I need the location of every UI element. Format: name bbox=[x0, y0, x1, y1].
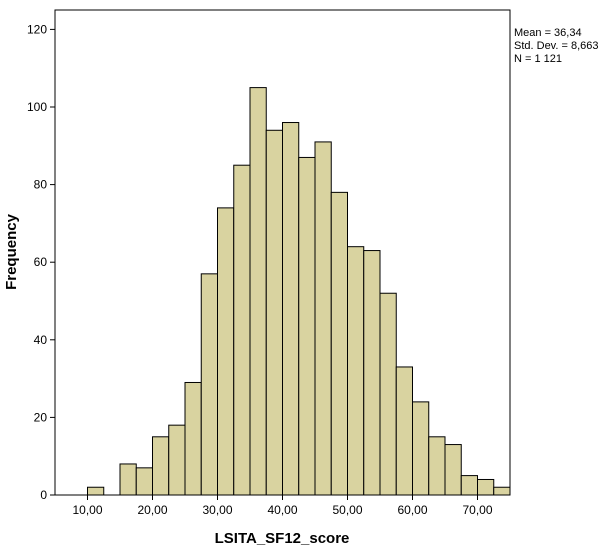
histogram-bar-4 bbox=[168, 424, 186, 496]
x-tick-label-3: 40,00 bbox=[267, 503, 297, 517]
stats-n: N = 1 121 bbox=[514, 53, 562, 65]
y-tick-label-0: 0 bbox=[40, 488, 47, 502]
y-tick-label-3: 60 bbox=[34, 255, 48, 269]
histogram-bar-6 bbox=[200, 273, 218, 496]
y-axis-title: Frequency bbox=[3, 213, 20, 290]
histogram-bar-0 bbox=[87, 486, 105, 496]
x-tick-label-2: 30,00 bbox=[202, 503, 232, 517]
x-tick-label-0: 10,00 bbox=[72, 503, 102, 517]
y-tick-label-6: 120 bbox=[27, 22, 47, 36]
y-tick-label-5: 100 bbox=[27, 100, 47, 114]
y-tick-label-4: 80 bbox=[34, 178, 48, 192]
histogram-bar-9 bbox=[249, 87, 267, 496]
histogram-bar-2 bbox=[135, 467, 153, 496]
histogram-bar-14 bbox=[330, 191, 348, 496]
histogram-bar-17 bbox=[379, 292, 397, 496]
histogram-bar-7 bbox=[217, 207, 235, 496]
x-tick-label-6: 70,00 bbox=[462, 503, 492, 517]
histogram-bar-11 bbox=[282, 122, 300, 496]
y-tick-label-2: 40 bbox=[34, 333, 48, 347]
histogram-bar-18 bbox=[395, 366, 413, 496]
histogram-bar-20 bbox=[428, 436, 446, 496]
histogram-bar-1 bbox=[119, 463, 137, 496]
stats-std-dev: Std. Dev. = 8,663 bbox=[514, 40, 599, 52]
histogram-bar-15 bbox=[347, 246, 365, 496]
histogram-bar-24 bbox=[493, 486, 511, 496]
x-axis-title: LSITA_SF12_score bbox=[215, 530, 350, 547]
histogram-bar-22 bbox=[460, 475, 478, 496]
histogram-bar-23 bbox=[477, 478, 495, 496]
histogram-bar-13 bbox=[314, 141, 332, 496]
histogram-bar-16 bbox=[363, 250, 381, 496]
histogram-bar-5 bbox=[184, 381, 202, 496]
histogram-bar-10 bbox=[265, 129, 283, 496]
histogram-bar-12 bbox=[298, 156, 316, 496]
histogram-bar-3 bbox=[152, 436, 170, 496]
y-axis-ticks: 0 20 40 60 80 100 120 bbox=[27, 22, 55, 502]
x-tick-label-4: 50,00 bbox=[332, 503, 362, 517]
x-axis-ticks: 10,00 20,00 30,00 40,00 50,00 60,00 70,00 bbox=[72, 495, 493, 517]
histogram-bar-21 bbox=[444, 444, 462, 496]
x-tick-label-1: 20,00 bbox=[137, 503, 167, 517]
y-tick-label-1: 20 bbox=[34, 410, 48, 424]
histogram-bar-19 bbox=[412, 401, 430, 496]
stats-mean: Mean = 36,34 bbox=[514, 27, 582, 39]
x-tick-label-5: 60,00 bbox=[397, 503, 427, 517]
histogram-bar-8 bbox=[233, 164, 251, 496]
